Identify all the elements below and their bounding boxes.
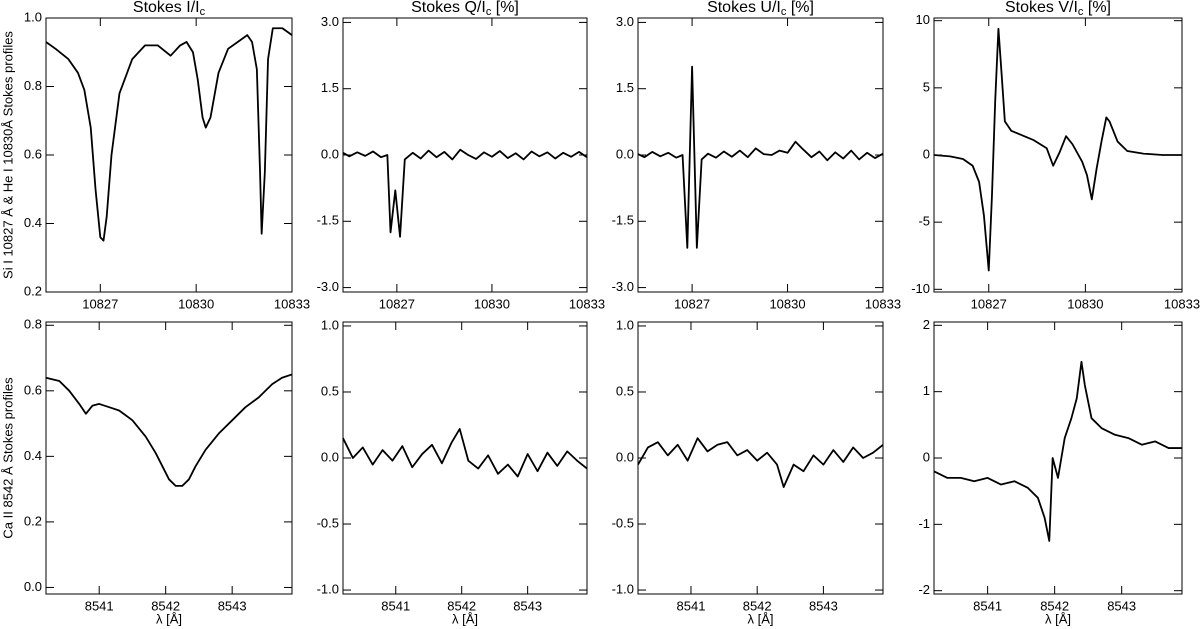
y-tick-label: 3.0 [321, 14, 339, 29]
y-tick-label: -0.5 [612, 515, 634, 530]
y-tick-label: 0.0 [321, 449, 339, 464]
y-tick-label: 0 [923, 449, 930, 464]
title-text: [%] [786, 0, 814, 16]
x-tick-label: 10833 [569, 296, 605, 311]
y-tick-label: 0.5 [616, 383, 634, 398]
x-tick-label: 8543 [218, 598, 247, 613]
y-tick-label: 1.0 [321, 317, 339, 332]
y-tick-label: 0.8 [24, 78, 42, 93]
x-axis-label: λ [Å] [747, 611, 773, 626]
y-tick-label: -2 [918, 582, 930, 597]
y-tick-label: 1.0 [24, 9, 42, 24]
y-tick-label: 1.0 [616, 317, 634, 332]
panel-title: Stokes Q/Ic [%] [411, 0, 519, 18]
x-tick-label: 10827 [674, 296, 710, 311]
title-subscript: c [781, 6, 787, 18]
y-tick-label: 0.6 [24, 382, 42, 397]
x-tick-label: 8543 [809, 598, 838, 613]
y-tick-label: -1 [918, 516, 930, 531]
x-tick-label: 10830 [769, 296, 805, 311]
y-tick-label: 0.4 [24, 215, 42, 230]
y-tick-label: 5 [923, 79, 930, 94]
profile-line [45, 373, 293, 487]
panel-title: Stokes U/Ic [%] [707, 0, 814, 18]
y-tick-label: 3.0 [616, 14, 634, 29]
y-tick-label: 0.0 [616, 449, 634, 464]
y-tick-label: -1.0 [317, 581, 339, 596]
x-tick-label: 8543 [513, 598, 542, 613]
panel-title: Stokes V/Ic [%] [1005, 0, 1111, 18]
x-tick-label: 10827 [82, 296, 118, 311]
x-axis-label: λ [Å] [1045, 611, 1071, 626]
title-subscript: c [200, 6, 206, 18]
x-tick-label: 10833 [1164, 296, 1200, 311]
y-tick-label: 0.2 [24, 283, 42, 298]
x-tick-label: 8542 [447, 598, 476, 613]
x-tick-label: 8541 [381, 598, 410, 613]
y-tick-label: -1.0 [612, 581, 634, 596]
x-tick-label: 10833 [865, 296, 901, 311]
y-axis-label: Ca II 8542 Å Stokes profiles [0, 377, 15, 539]
y-tick-label: 2 [923, 317, 930, 332]
x-tick-label: 8541 [677, 598, 706, 613]
x-axis-label: λ [Å] [452, 611, 478, 626]
profile-line [342, 148, 588, 238]
x-tick-label: 10830 [474, 296, 510, 311]
x-tick-label: 8542 [743, 598, 772, 613]
y-tick-label: 0.4 [24, 448, 42, 463]
plot-frame [45, 321, 293, 595]
y-tick-label: 10 [916, 12, 930, 27]
x-tick-label: 8543 [1107, 598, 1136, 613]
x-tick-label: 8541 [85, 598, 114, 613]
y-tick-label: 0.8 [24, 317, 42, 332]
y-tick-label: -1.5 [317, 213, 339, 228]
y-tick-label: 0.0 [321, 146, 339, 161]
profile-line [933, 360, 1182, 542]
profile-line [637, 437, 884, 488]
y-tick-label: 0.6 [24, 146, 42, 161]
profile-line [637, 65, 884, 249]
profile-line [45, 27, 293, 242]
x-tick-label: 8542 [1040, 598, 1069, 613]
title-text: [%] [491, 0, 519, 16]
y-tick-label: -5 [918, 214, 930, 229]
x-tick-label: 8541 [973, 598, 1002, 613]
profile-line [342, 428, 588, 478]
title-text: Stokes V/I [1005, 0, 1078, 16]
y-tick-label: -1.5 [612, 213, 634, 228]
x-tick-label: 10830 [178, 296, 214, 311]
y-tick-label: 0.5 [321, 383, 339, 398]
y-tick-label: -3.0 [317, 279, 339, 294]
x-tick-label: 10830 [1067, 296, 1103, 311]
title-text: Stokes Q/I [411, 0, 486, 16]
y-tick-label: 1.5 [321, 80, 339, 95]
plot-frame [933, 321, 1183, 595]
y-tick-label: 1.5 [616, 80, 634, 95]
x-tick-label: 8542 [151, 598, 180, 613]
y-tick-label: -3.0 [612, 279, 634, 294]
y-tick-label: 0.2 [24, 513, 42, 528]
x-tick-label: 10827 [971, 296, 1007, 311]
profile-line [933, 27, 1182, 272]
y-axis-label: Si I 10827 Å & He I 10830Å Stokes profil… [0, 31, 15, 279]
x-tick-label: 10827 [379, 296, 415, 311]
y-tick-label: 0 [923, 146, 930, 161]
title-subscript: c [486, 6, 492, 18]
y-tick-label: -0.5 [317, 515, 339, 530]
title-subscript: c [1078, 6, 1084, 18]
y-tick-label: 0.0 [24, 579, 42, 594]
title-text: Stokes I/I [133, 0, 200, 16]
title-text: Stokes U/I [707, 0, 781, 16]
title-text: [%] [1083, 0, 1111, 16]
y-tick-label: -10 [911, 281, 930, 296]
x-tick-label: 10833 [274, 296, 310, 311]
y-tick-label: 1 [923, 383, 930, 398]
y-tick-label: 0.0 [616, 146, 634, 161]
panel-title: Stokes I/Ic [133, 0, 206, 18]
x-axis-label: λ [Å] [156, 611, 182, 626]
